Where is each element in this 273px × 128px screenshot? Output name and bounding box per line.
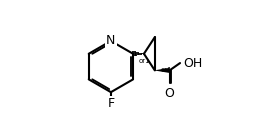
Text: O: O	[165, 87, 174, 100]
Text: F: F	[107, 97, 114, 110]
Text: or1: or1	[160, 67, 172, 73]
Text: or1: or1	[139, 58, 150, 64]
Polygon shape	[155, 68, 170, 73]
Text: OH: OH	[183, 57, 203, 70]
Text: N: N	[106, 34, 115, 47]
